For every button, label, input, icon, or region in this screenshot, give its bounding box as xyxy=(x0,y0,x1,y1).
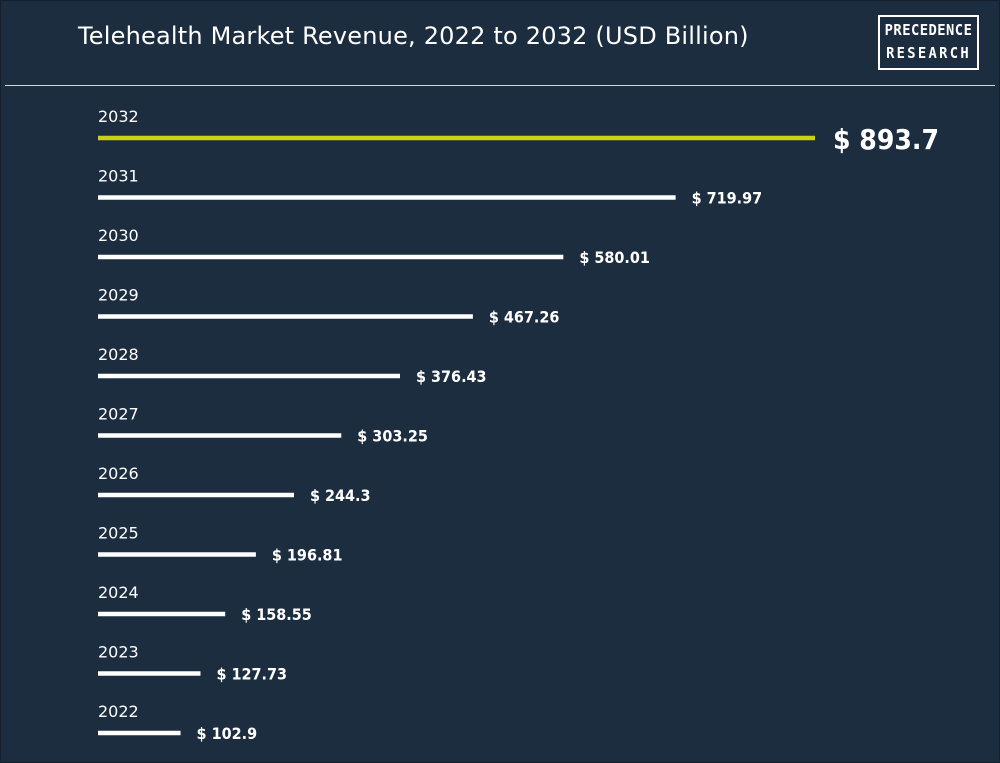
chart-header: Telehealth Market Revenue, 2022 to 2032 … xyxy=(0,0,1000,86)
year-label-2030: 2030 xyxy=(98,226,139,245)
header-divider xyxy=(5,85,995,86)
bar-2027 xyxy=(98,433,342,438)
chart-title: Telehealth Market Revenue, 2022 to 2032 … xyxy=(78,22,749,50)
value-label-2026: $ 244.3 xyxy=(310,486,371,505)
year-label-2031: 2031 xyxy=(98,167,139,186)
year-label-2022: 2022 xyxy=(98,702,139,721)
precedence-research-logo: PRECEDENCE RESEARCH xyxy=(878,15,979,70)
year-label-2028: 2028 xyxy=(98,345,139,364)
year-label-2023: 2023 xyxy=(98,643,139,662)
year-label-2029: 2029 xyxy=(98,286,139,305)
value-label-2027: $ 303.25 xyxy=(357,427,428,446)
value-label-2024: $ 158.55 xyxy=(241,605,312,624)
value-label-2031: $ 719.97 xyxy=(692,189,763,208)
year-label-2024: 2024 xyxy=(98,583,139,602)
year-label-2025: 2025 xyxy=(98,524,139,543)
year-label-2027: 2027 xyxy=(98,405,139,424)
bar-2024 xyxy=(98,611,226,617)
year-label-2026: 2026 xyxy=(98,464,139,483)
value-label-2023: $ 127.73 xyxy=(216,665,287,684)
logo-line-2: RESEARCH xyxy=(886,44,971,62)
logo-line-1: PRECEDENCE xyxy=(884,21,973,39)
value-label-2030: $ 580.01 xyxy=(579,248,650,267)
value-label-2022: $ 102.9 xyxy=(197,724,258,743)
bar-2031 xyxy=(98,195,676,200)
bar-2026 xyxy=(98,492,294,498)
bar-2030 xyxy=(98,254,564,260)
bar-2023 xyxy=(98,671,201,676)
value-label-2028: $ 376.43 xyxy=(416,367,487,386)
value-label-2025: $ 196.81 xyxy=(272,546,343,565)
bar-2029 xyxy=(98,314,473,319)
bar-2025 xyxy=(98,552,256,557)
year-label-2032: 2032 xyxy=(98,107,139,126)
bar-2028 xyxy=(98,373,401,379)
value-label-2029: $ 467.26 xyxy=(489,308,560,327)
bar-2032 xyxy=(98,135,815,141)
bar-2022 xyxy=(98,730,181,736)
value-label-2032: $ 893.7 xyxy=(833,123,939,156)
